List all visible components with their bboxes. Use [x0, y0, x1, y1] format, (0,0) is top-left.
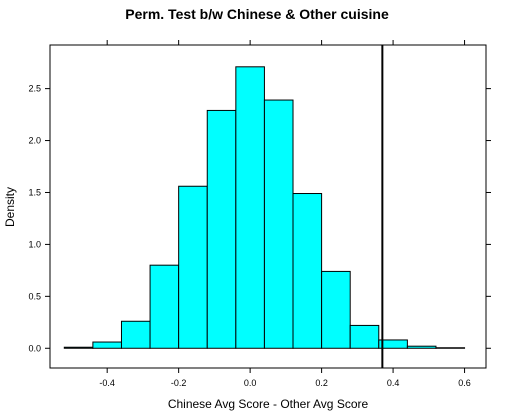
x-tick-label: 0.6 — [458, 378, 471, 388]
y-tick-label: 0.5 — [28, 291, 41, 301]
histogram-bar — [406, 345, 437, 349]
x-tick-label: 0.4 — [387, 378, 400, 388]
histogram-bar — [120, 320, 151, 349]
chart-title: Perm. Test b/w Chinese & Other cuisine — [125, 6, 389, 22]
y-tick-label: 2.5 — [28, 84, 41, 94]
x-tick-label: -0.2 — [171, 378, 187, 388]
x-axis-label: Chinese Avg Score - Other Avg Score — [168, 397, 369, 411]
x-tick-label: 0.2 — [315, 378, 328, 388]
x-tick-label: -0.4 — [99, 378, 115, 388]
histogram-bar — [92, 341, 122, 349]
y-tick-label: 1.5 — [28, 187, 41, 197]
histogram-bar — [292, 193, 323, 349]
histogram-bar — [321, 270, 351, 349]
y-tick-label: 1.0 — [28, 239, 41, 249]
y-tick-label: 0.0 — [28, 343, 41, 353]
histogram-bar — [349, 324, 380, 349]
histogram-bar — [206, 109, 237, 349]
histogram-bar — [263, 99, 294, 349]
histogram-bar — [435, 347, 466, 349]
histogram-bar — [63, 346, 94, 349]
histogram-bar — [178, 185, 208, 349]
plot-border — [49, 44, 487, 369]
histogram-bar — [149, 264, 180, 349]
x-tick-label: 0.0 — [244, 378, 257, 388]
y-axis-label: Density — [3, 187, 17, 227]
plot-area: -0.4 -0.2 0.0 0.2 0.4 0.6 0.0 0.5 1.0 1.5 2.0 2.5 — [28, 40, 491, 388]
histogram-bar — [378, 339, 408, 349]
histogram-bar — [235, 66, 265, 349]
y-tick-label: 2.0 — [28, 136, 41, 146]
